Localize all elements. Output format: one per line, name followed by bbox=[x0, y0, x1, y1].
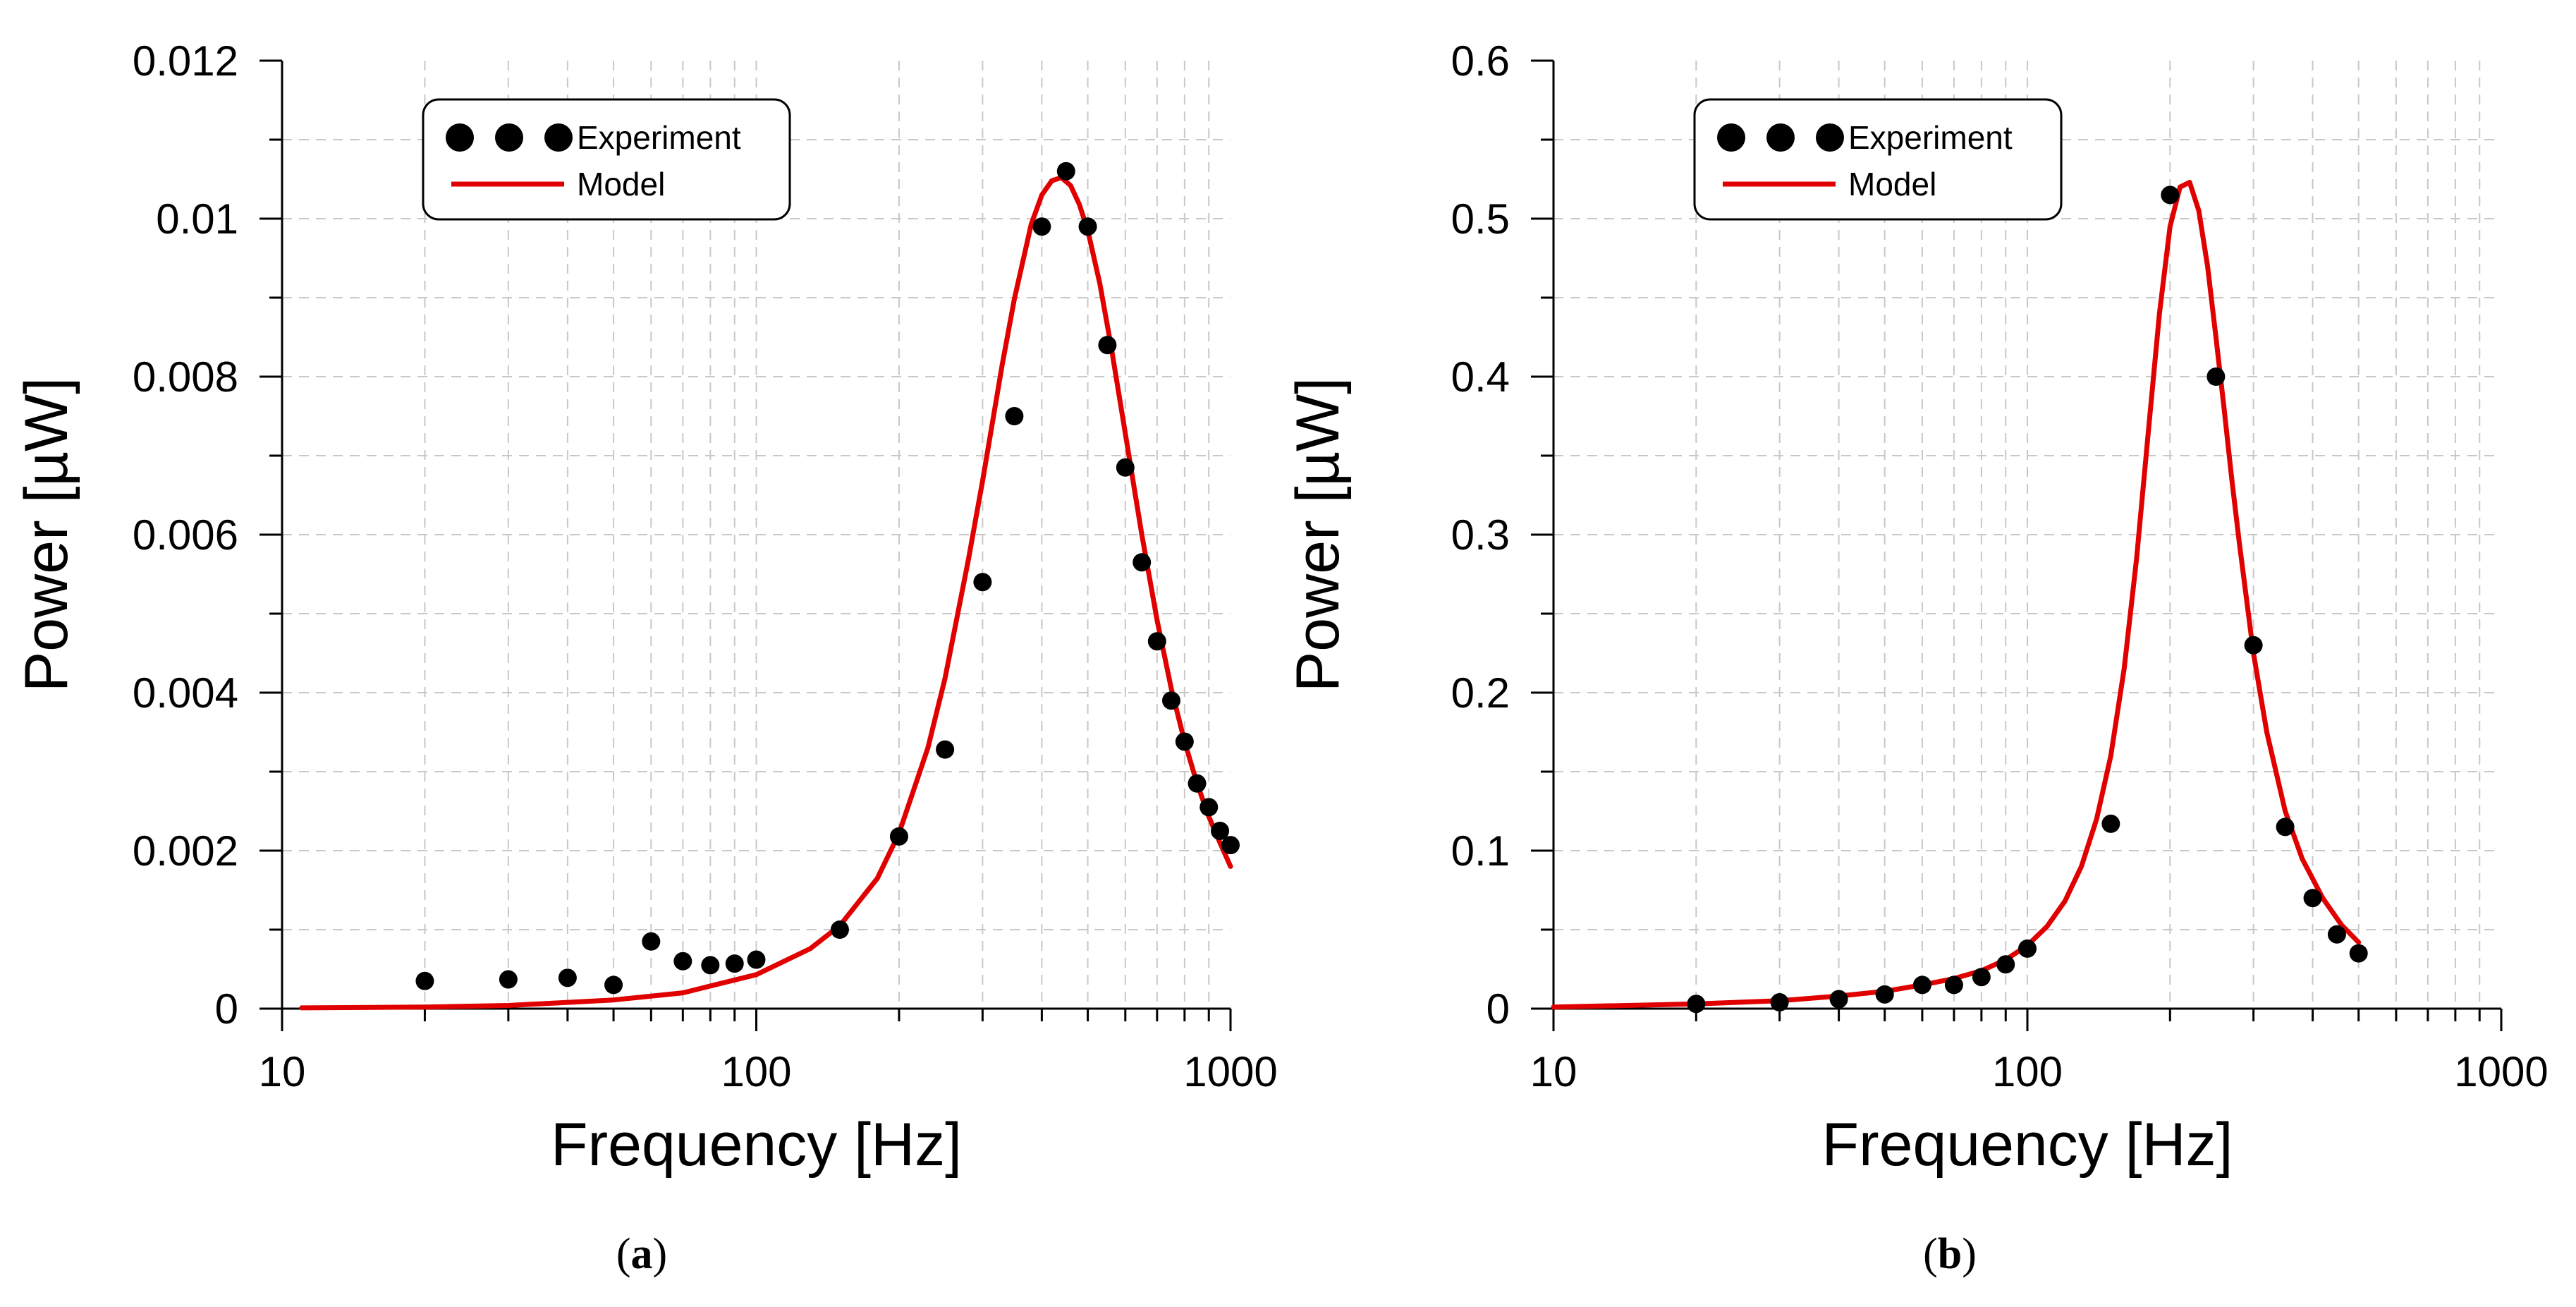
x-tick-label: 100 bbox=[721, 1048, 791, 1095]
y-tick-label: 0.006 bbox=[133, 511, 238, 559]
experiment-point bbox=[1221, 836, 1240, 855]
legend-marker-experiment bbox=[1816, 123, 1844, 152]
experiment-point bbox=[1005, 407, 1024, 425]
x-tick-label: 1000 bbox=[2454, 1048, 2548, 1095]
panel-caption-open: ( bbox=[1923, 1230, 1938, 1278]
experiment-point bbox=[830, 920, 849, 939]
x-tick-label: 1000 bbox=[1183, 1048, 1277, 1095]
panel-a: 10 100 1000 0 0.002 0.004 0.006 0.008 0.01 0.012 F… bbox=[13, 37, 1278, 1278]
experiment-point bbox=[725, 954, 744, 973]
experiment-point bbox=[2018, 939, 2037, 958]
legend-label-model: Model bbox=[1848, 166, 1936, 202]
experiment-point bbox=[2303, 889, 2322, 908]
experiment-point bbox=[1056, 162, 1075, 181]
y-tick-label: 0.1 bbox=[1451, 827, 1510, 875]
x-tick-label: 10 bbox=[1530, 1048, 1577, 1095]
experiment-point bbox=[1944, 975, 1963, 995]
experiment-point bbox=[1996, 955, 2015, 974]
y-axis-label: Power [µW] bbox=[13, 377, 80, 692]
experiment-point bbox=[642, 932, 661, 951]
experiment-points bbox=[415, 162, 1240, 995]
experiment-point bbox=[2327, 925, 2346, 944]
experiment-point bbox=[604, 975, 623, 995]
y-tick-label: 0.002 bbox=[133, 827, 238, 875]
experiment-point bbox=[973, 573, 992, 592]
experiment-point bbox=[1770, 993, 1789, 1012]
experiment-point bbox=[1972, 968, 1991, 987]
x-tick-label: 100 bbox=[1992, 1048, 2063, 1095]
experiment-point bbox=[2101, 814, 2120, 833]
experiment-point bbox=[2206, 367, 2226, 386]
y-tick-label: 0 bbox=[215, 985, 238, 1033]
experiment-point bbox=[1175, 732, 1194, 751]
panel-b: 10 100 1000 0 0.1 0.2 0.3 0.4 0.5 0.6 Frequency [H… bbox=[1284, 37, 2548, 1278]
panel-caption-letter: b bbox=[1938, 1230, 1962, 1278]
y-tick-label: 0.6 bbox=[1451, 37, 1510, 85]
experiment-point bbox=[558, 968, 577, 987]
experiment-point bbox=[1133, 553, 1152, 572]
legend: Experiment Model bbox=[422, 98, 791, 221]
legend-marker-experiment bbox=[1717, 123, 1745, 152]
model-line bbox=[299, 175, 1233, 1011]
y-axis-label: Power [µW] bbox=[1284, 377, 1352, 692]
experiment-point bbox=[1032, 217, 1051, 236]
panel-caption-letter: a bbox=[631, 1230, 653, 1278]
experiment-point bbox=[2349, 944, 2368, 963]
legend-marker-experiment bbox=[495, 123, 523, 152]
y-tick-label: 0.008 bbox=[133, 353, 238, 401]
legend-marker-experiment bbox=[1766, 123, 1795, 152]
experiment-point bbox=[1147, 632, 1166, 651]
y-tick-label: 0.3 bbox=[1451, 511, 1510, 559]
experiment-point bbox=[1829, 990, 1848, 1009]
legend-label-model: Model bbox=[577, 166, 665, 202]
experiment-point bbox=[1211, 822, 1230, 840]
y-tick-label: 0.4 bbox=[1451, 353, 1510, 401]
y-tick-label: 0.5 bbox=[1451, 195, 1510, 243]
experiment-point bbox=[936, 740, 955, 759]
y-tick-label: 0.2 bbox=[1451, 669, 1510, 717]
experiment-point bbox=[1200, 798, 1219, 817]
x-axis-label: Frequency [Hz] bbox=[1821, 1111, 2233, 1179]
panel-caption-open: ( bbox=[616, 1230, 631, 1278]
model-line bbox=[1551, 180, 2362, 1010]
x-tick-label: 10 bbox=[259, 1048, 306, 1095]
experiment-points bbox=[1687, 186, 2368, 1014]
legend-marker-experiment bbox=[544, 123, 573, 152]
legend-marker-experiment bbox=[446, 123, 474, 152]
panel-caption: (b) bbox=[1923, 1230, 1977, 1278]
experiment-point bbox=[1098, 336, 1117, 355]
axes: 10 100 1000 0 0.1 0.2 0.3 0.4 0.5 0.6 Frequency [H… bbox=[1284, 37, 2548, 1179]
y-tick-label: 0.01 bbox=[156, 195, 238, 243]
experiment-point bbox=[701, 956, 720, 975]
experiment-point bbox=[1161, 691, 1180, 710]
experiment-point bbox=[889, 827, 908, 846]
x-axis-label: Frequency [Hz] bbox=[551, 1111, 962, 1179]
y-tick-label: 0.012 bbox=[133, 37, 238, 85]
panel-caption-close: ) bbox=[1962, 1230, 1977, 1278]
legend-label-experiment: Experiment bbox=[1848, 119, 2013, 156]
experiment-point bbox=[1687, 995, 1706, 1014]
legend: Experiment Model bbox=[1693, 98, 2063, 221]
y-tick-label: 0.004 bbox=[133, 669, 238, 717]
experiment-point bbox=[2161, 186, 2180, 205]
experiment-point bbox=[2276, 817, 2295, 837]
experiment-point bbox=[499, 970, 518, 989]
experiment-point bbox=[1912, 975, 1931, 995]
experiment-point bbox=[1188, 774, 1207, 793]
experiment-point bbox=[415, 971, 434, 990]
experiment-point bbox=[2244, 636, 2263, 655]
panel-caption-close: ) bbox=[653, 1230, 668, 1278]
panel-caption: (a) bbox=[616, 1230, 667, 1278]
experiment-point bbox=[673, 952, 692, 971]
experiment-point bbox=[1875, 985, 1894, 1004]
experiment-point bbox=[747, 950, 766, 969]
experiment-point bbox=[1116, 458, 1135, 477]
legend-label-experiment: Experiment bbox=[577, 119, 741, 156]
y-tick-label: 0 bbox=[1487, 985, 1510, 1033]
experiment-point bbox=[1078, 217, 1097, 236]
